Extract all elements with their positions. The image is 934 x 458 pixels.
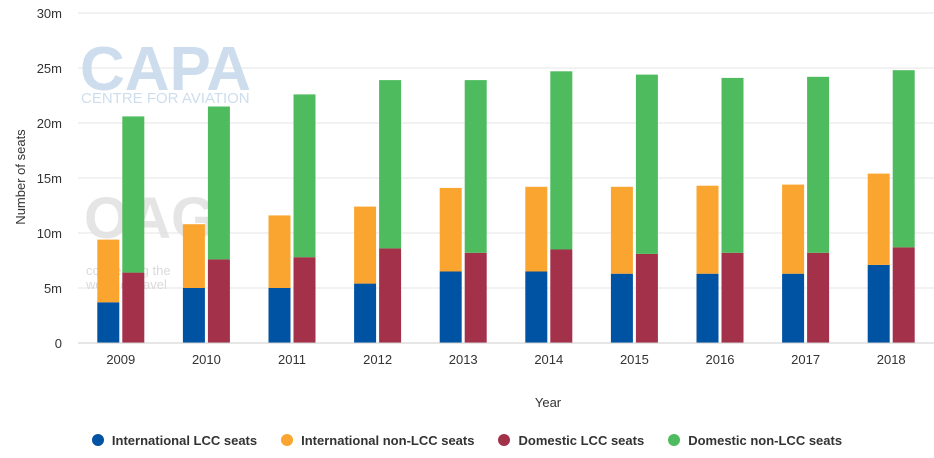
bar-international-lcc-seats-2015[interactable] [610, 273, 633, 343]
x-tick-label: 2009 [106, 352, 135, 367]
bar-domestic-non-lcc-seats-2009[interactable] [122, 116, 145, 273]
bar-international-lcc-seats-2018[interactable] [867, 264, 890, 343]
y-tick-label: 5m [44, 281, 62, 296]
legend-label: International non-LCC seats [301, 432, 475, 448]
bar-domestic-lcc-seats-2009[interactable] [122, 272, 145, 343]
bar-domestic-non-lcc-seats-2011[interactable] [293, 94, 316, 258]
bar-international-lcc-seats-2013[interactable] [439, 271, 462, 344]
legend-swatch [91, 434, 104, 446]
x-tick-label: 2013 [449, 352, 478, 367]
x-axis-title: Year [535, 395, 562, 410]
x-tick-label: 2016 [706, 352, 735, 367]
legend-label: Domestic LCC seats [518, 432, 645, 448]
x-tick-label: 2014 [534, 352, 563, 367]
bar-international-non-lcc-seats-2018[interactable] [867, 173, 890, 265]
bar-international-non-lcc-seats-2013[interactable] [439, 187, 462, 272]
bars [97, 70, 915, 344]
y-tick-label: 20m [37, 116, 62, 131]
y-tick-label: 15m [37, 171, 62, 186]
legend-item-domestic-non-lcc[interactable]: Domestic non-LCC seats [668, 433, 842, 448]
bar-domestic-lcc-seats-2017[interactable] [807, 252, 830, 343]
bar-international-non-lcc-seats-2009[interactable] [97, 239, 120, 303]
bar-domestic-non-lcc-seats-2018[interactable] [892, 70, 915, 248]
bar-domestic-lcc-seats-2011[interactable] [293, 257, 316, 343]
y-tick-label: 30m [37, 6, 62, 21]
legend: International LCC seats International no… [0, 428, 934, 452]
bar-domestic-non-lcc-seats-2013[interactable] [464, 80, 487, 253]
capa-logo-watermark: CAPA [80, 35, 251, 104]
legend-item-domestic-lcc[interactable]: Domestic LCC seats [498, 433, 644, 448]
bar-international-non-lcc-seats-2014[interactable] [525, 186, 548, 272]
bar-domestic-non-lcc-seats-2015[interactable] [635, 74, 658, 254]
bar-domestic-lcc-seats-2015[interactable] [635, 253, 658, 343]
bar-international-lcc-seats-2012[interactable] [354, 283, 377, 343]
x-tick-label: 2015 [620, 352, 649, 367]
capa-tagline-watermark: CENTRE FOR AVIATION [81, 90, 250, 107]
bar-international-lcc-seats-2010[interactable] [182, 288, 205, 343]
bar-domestic-non-lcc-seats-2016[interactable] [721, 77, 744, 253]
y-tick-label: 25m [37, 61, 62, 76]
legend-swatch [668, 434, 681, 446]
chart-canvas: CAPA CENTRE FOR AVIATION OAG connecting … [13, 6, 934, 410]
y-tick-label: 10m [37, 226, 62, 241]
bar-domestic-lcc-seats-2014[interactable] [550, 249, 573, 344]
bar-domestic-lcc-seats-2018[interactable] [892, 247, 915, 343]
bar-international-non-lcc-seats-2010[interactable] [182, 224, 205, 288]
x-tick-label: 2011 [278, 352, 306, 367]
y-axis-ticks: 0 5m 10m 15m 20m 25m 30m [37, 6, 62, 351]
bar-international-lcc-seats-2009[interactable] [97, 302, 120, 343]
x-tick-label: 2010 [192, 352, 221, 367]
x-axis-ticks: 2009 2010 2011 2012 2013 2014 2015 2016 2017 2018 [106, 352, 905, 367]
bar-international-lcc-seats-2017[interactable] [782, 273, 805, 343]
y-axis-title: Number of seats [13, 129, 28, 225]
bar-domestic-non-lcc-seats-2017[interactable] [807, 76, 830, 253]
legend-label: International LCC seats [111, 432, 258, 448]
legend-swatch [281, 434, 294, 446]
x-tick-label: 2017 [791, 352, 820, 367]
x-tick-label: 2012 [363, 352, 392, 367]
bar-domestic-non-lcc-seats-2012[interactable] [379, 80, 402, 249]
bar-international-non-lcc-seats-2016[interactable] [696, 185, 719, 274]
bar-international-lcc-seats-2016[interactable] [696, 273, 719, 343]
legend-swatch [498, 434, 511, 446]
y-tick-label: 0 [55, 336, 62, 351]
bar-domestic-non-lcc-seats-2014[interactable] [550, 71, 573, 250]
bar-international-lcc-seats-2014[interactable] [525, 271, 548, 344]
bar-domestic-lcc-seats-2010[interactable] [207, 259, 230, 343]
bar-domestic-non-lcc-seats-2010[interactable] [207, 106, 230, 260]
bar-international-non-lcc-seats-2012[interactable] [354, 206, 377, 284]
legend-item-international-lcc[interactable]: International LCC seats [91, 432, 258, 448]
bar-international-non-lcc-seats-2017[interactable] [782, 184, 805, 274]
bar-international-non-lcc-seats-2011[interactable] [268, 215, 291, 288]
legend-item-international-non-lcc[interactable]: International non-LCC seats [281, 433, 474, 448]
bar-domestic-lcc-seats-2016[interactable] [721, 252, 744, 343]
bar-domestic-lcc-seats-2012[interactable] [379, 248, 402, 343]
bar-domestic-lcc-seats-2013[interactable] [464, 252, 487, 343]
legend-label: Domestic non-LCC seats [688, 432, 843, 448]
x-tick-label: 2018 [877, 352, 906, 367]
bar-international-lcc-seats-2011[interactable] [268, 288, 291, 343]
bar-international-non-lcc-seats-2015[interactable] [610, 186, 633, 274]
